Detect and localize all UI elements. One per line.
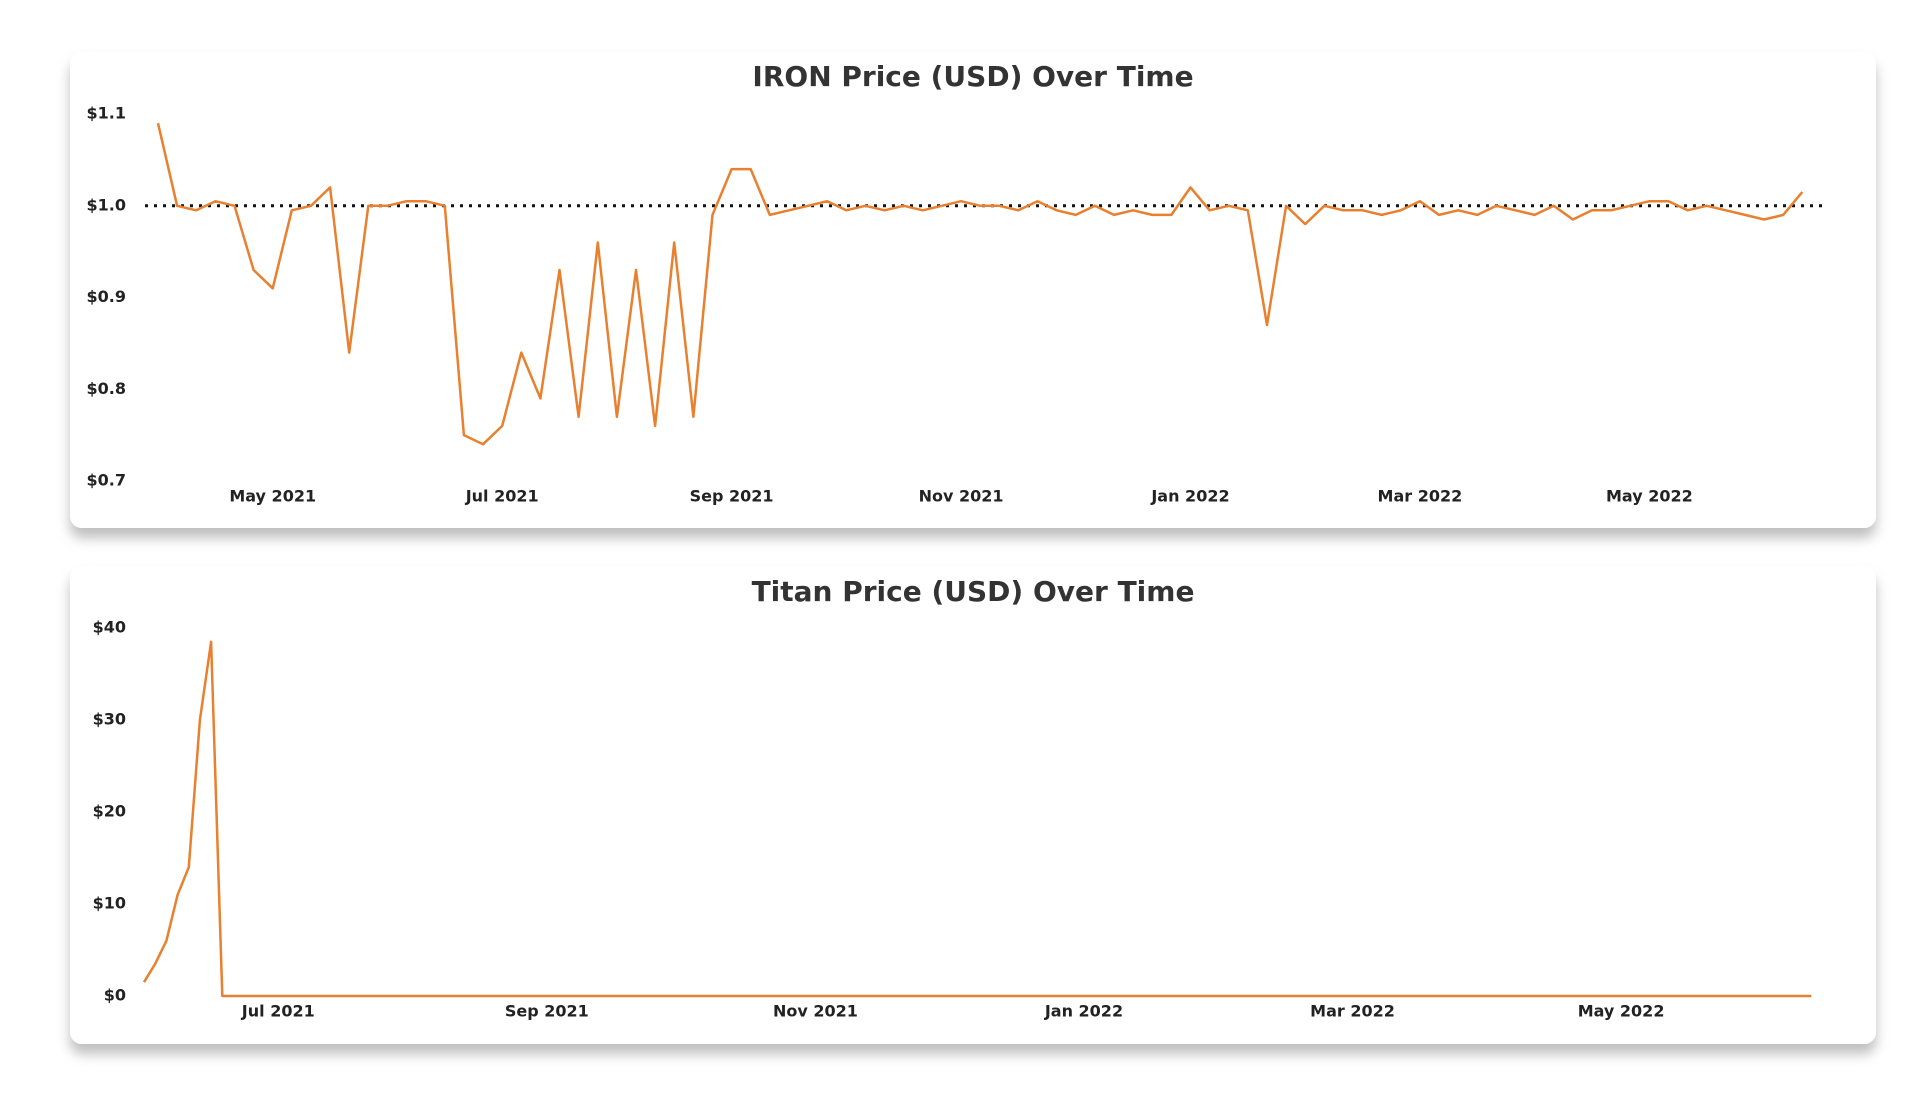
card — [70, 566, 1876, 1044]
y-tick-label: $20 — [93, 802, 126, 821]
chart-title: IRON Price (USD) Over Time — [752, 60, 1193, 93]
x-tick-label: Nov 2021 — [919, 487, 1004, 506]
y-tick-label: $0.7 — [87, 471, 126, 490]
x-tick-label: Jan 2022 — [1150, 487, 1229, 506]
y-tick-label: $0.9 — [87, 287, 126, 306]
y-tick-label: $30 — [93, 710, 126, 729]
y-tick-label: $1.0 — [87, 195, 126, 214]
price-line — [156, 122, 1804, 446]
x-tick-label: Sep 2021 — [690, 487, 774, 506]
x-tick-label: Mar 2022 — [1378, 487, 1463, 506]
x-tick-label: May 2022 — [1606, 487, 1693, 506]
x-tick-label: Jul 2021 — [241, 1002, 315, 1021]
y-tick-label: $40 — [93, 618, 126, 637]
x-tick-label: Jul 2021 — [465, 487, 539, 506]
x-tick-label: Sep 2021 — [505, 1002, 589, 1021]
card — [70, 52, 1876, 528]
y-tick-label: $1.1 — [87, 104, 126, 123]
y-tick-label: $0.8 — [87, 379, 126, 398]
x-tick-label: Mar 2022 — [1310, 1002, 1395, 1021]
x-tick-label: Nov 2021 — [773, 1002, 858, 1021]
chart-title: Titan Price (USD) Over Time — [752, 575, 1195, 608]
y-tick-label: $0 — [104, 986, 126, 1005]
x-tick-label: May 2022 — [1578, 1002, 1665, 1021]
x-tick-label: Jan 2022 — [1044, 1002, 1123, 1021]
price-line — [142, 640, 1812, 998]
y-tick-label: $10 — [93, 894, 126, 913]
x-tick-label: May 2021 — [229, 487, 316, 506]
